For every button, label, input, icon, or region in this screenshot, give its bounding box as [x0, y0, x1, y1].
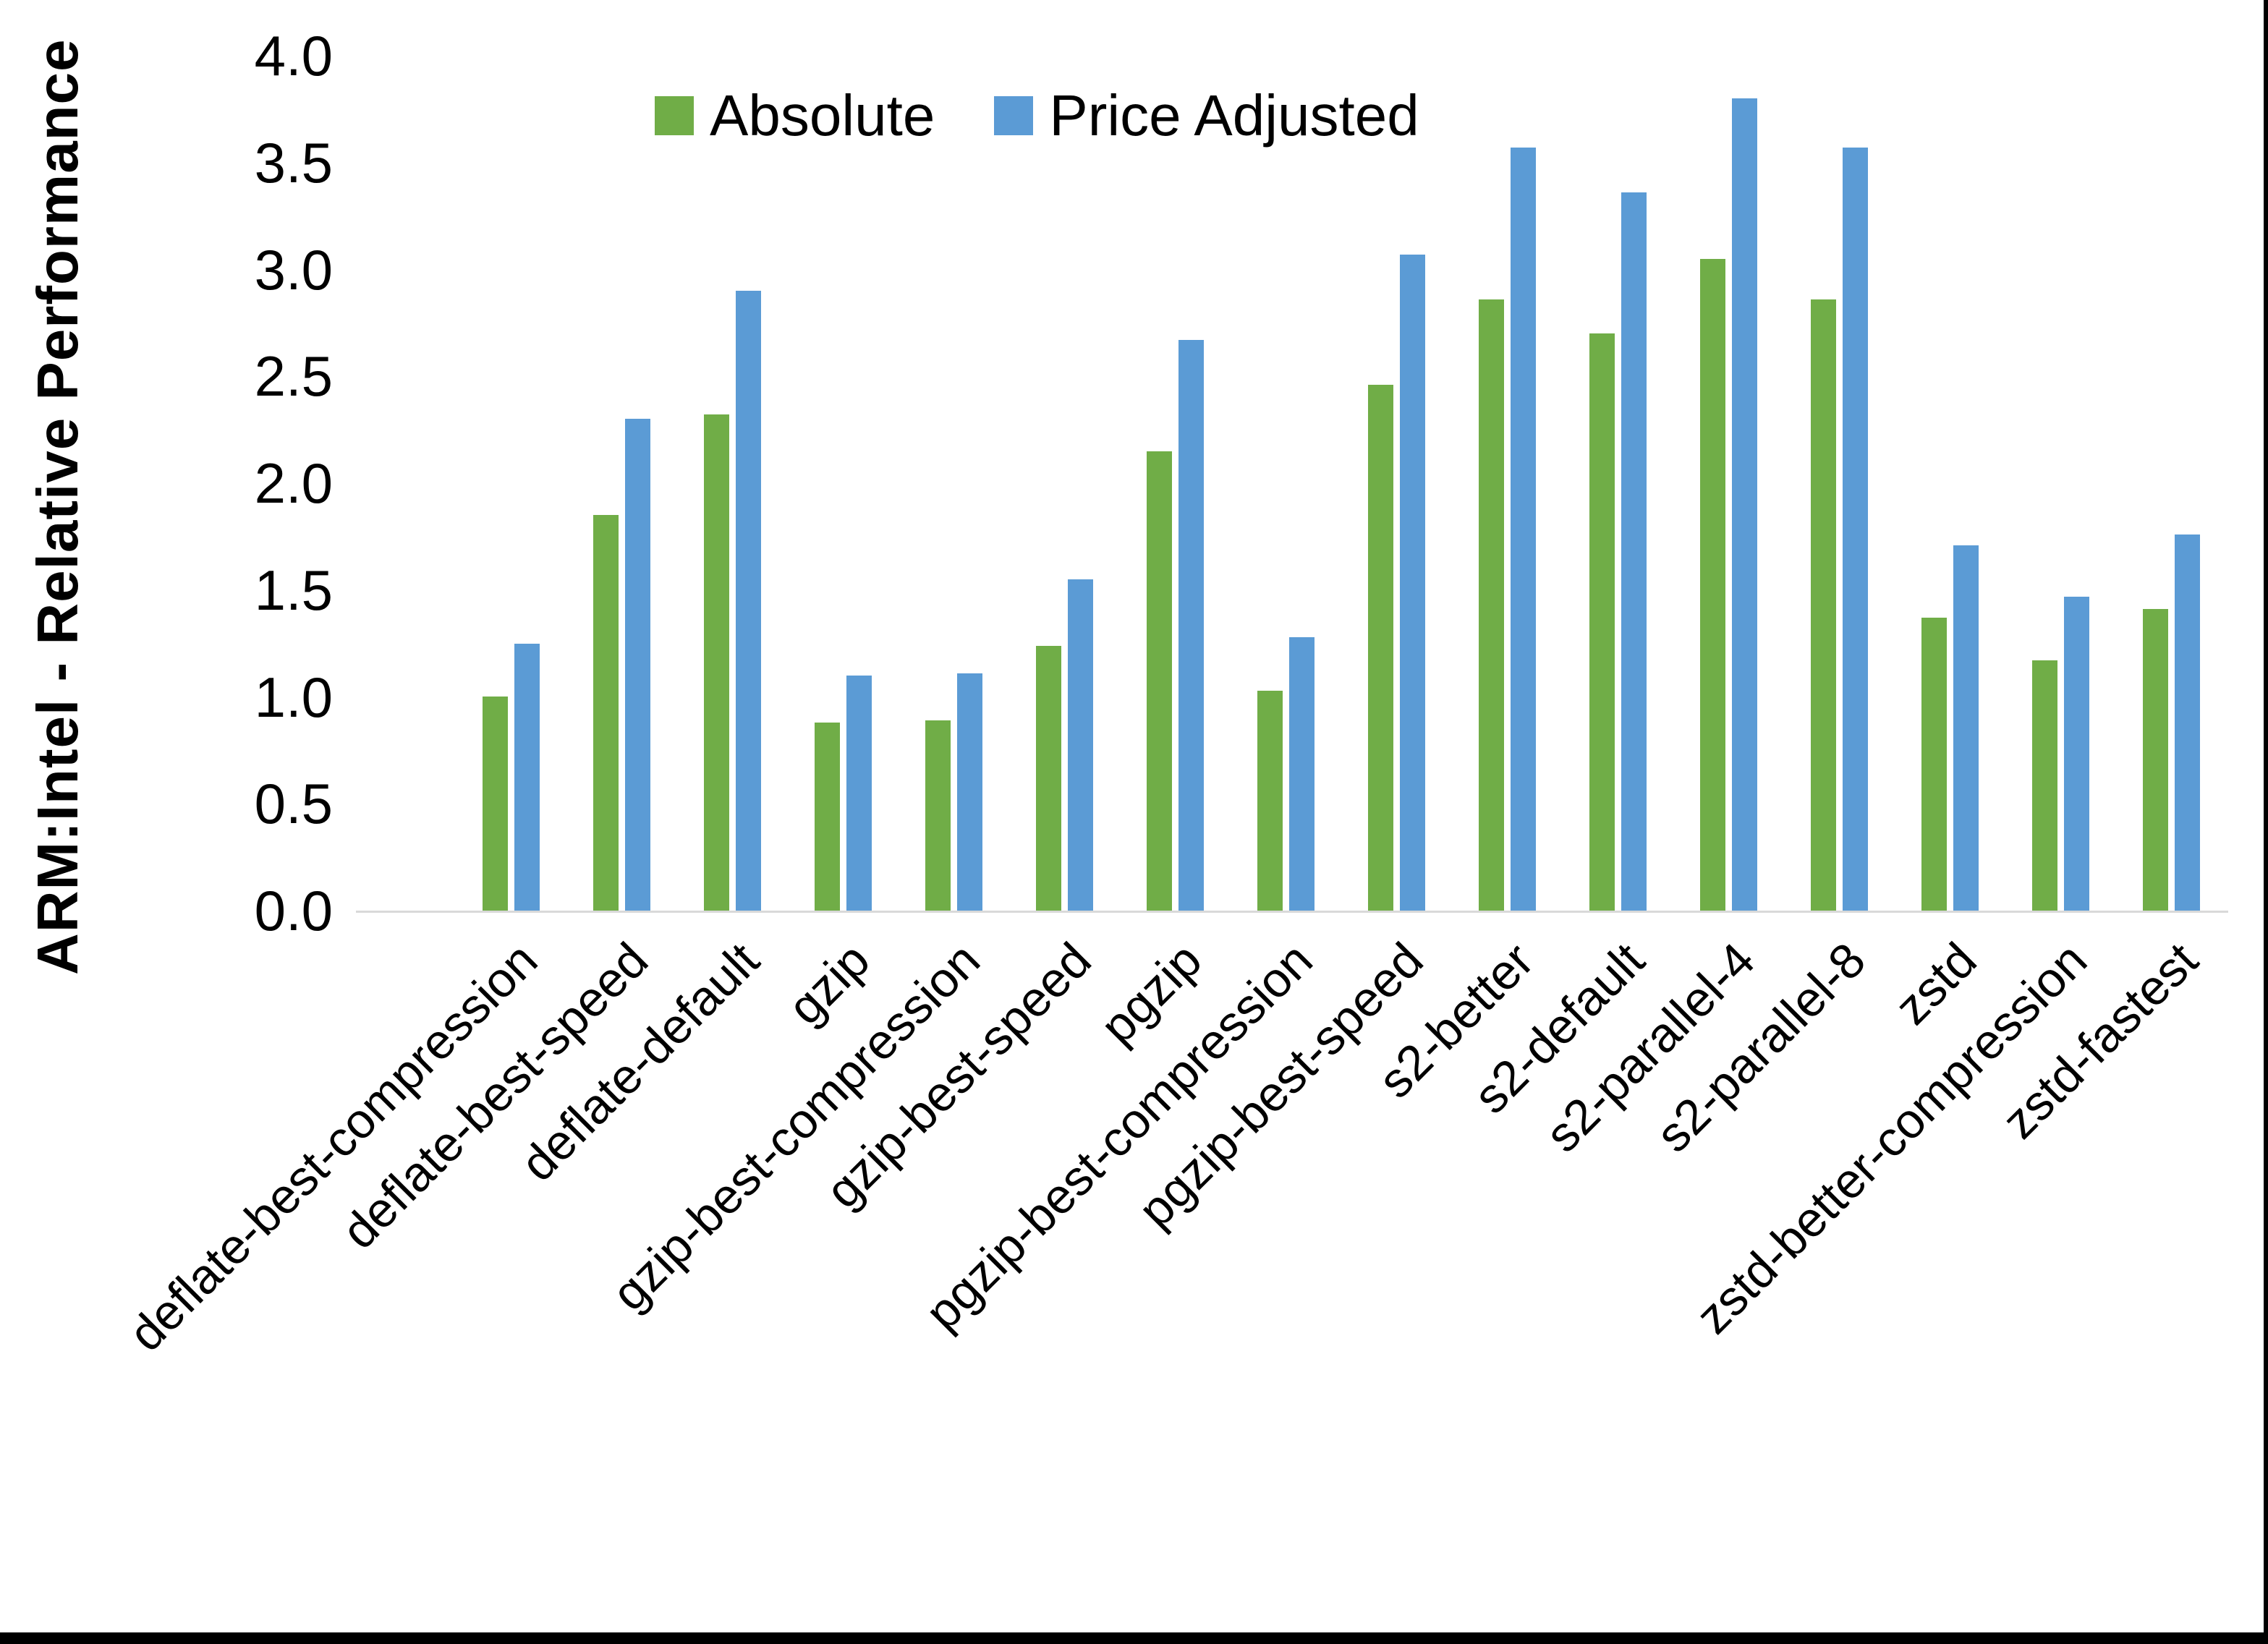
- x-axis-line: [356, 911, 2228, 913]
- y-tick-label: 3.5: [254, 130, 333, 195]
- bar-price-adjusted-s2-parallel-8: [1843, 148, 1868, 911]
- bar-group-s2-parallel-8: [1784, 56, 1895, 911]
- x-label-cell: s2-better: [1368, 913, 1563, 1491]
- legend-swatch-absolute: [655, 96, 694, 135]
- bar-absolute-deflate-best-speed: [593, 515, 619, 911]
- bar-absolute-pgzip-best-compression: [1257, 691, 1283, 911]
- legend-label-price-adjusted: Price Adjusted: [1049, 83, 1419, 148]
- bar-absolute-s2-better: [1479, 299, 1504, 911]
- bar-absolute-deflate-default: [704, 414, 729, 911]
- x-axis-label-gzip: gzip: [777, 932, 880, 1036]
- x-label-cell: pgzip-best-speed: [1128, 913, 1452, 1491]
- y-tick-label: 2.0: [254, 451, 333, 515]
- legend: Absolute Price Adjusted: [655, 87, 1419, 145]
- y-tick-label: 0.0: [254, 879, 333, 942]
- x-axis-label-zstd: zstd: [1884, 932, 1987, 1036]
- x-label-cell: s2-parallel-4: [1535, 913, 1784, 1491]
- y-axis-title: ARM:Intel - Relative Performance: [25, 38, 90, 975]
- bar-absolute-s2-parallel-4: [1700, 259, 1725, 911]
- bar-price-adjusted-s2-default: [1621, 192, 1647, 911]
- bar-price-adjusted-zstd: [1953, 545, 1979, 911]
- plot-area: 0.0 0.5 1.0 1.5 2.0 2.5 3.0 3.5 4.0: [255, 27, 2228, 939]
- y-tick-label: 2.5: [254, 344, 333, 409]
- bars-region: [356, 56, 2228, 911]
- bar-price-adjusted-gzip-best-speed: [1068, 579, 1093, 911]
- bar-absolute-gzip-best-compression: [925, 720, 951, 911]
- x-label-cell: pgzip-best-compression: [914, 913, 1341, 1491]
- bar-absolute-pgzip: [1147, 451, 1172, 911]
- legend-swatch-price-adjusted: [994, 96, 1034, 135]
- bar-group-pgzip: [1120, 56, 1231, 911]
- bar-price-adjusted-deflate-best-compression: [514, 644, 540, 911]
- y-tick-label: 1.0: [254, 665, 333, 729]
- x-label-cell: gzip-best-compression: [602, 913, 1009, 1491]
- x-label-cell: deflate-best-compression: [119, 913, 566, 1491]
- y-tick-label: 1.5: [254, 558, 333, 622]
- bar-group-zstd-fastest: [2116, 56, 2227, 911]
- bar-group-zstd: [1895, 56, 2005, 911]
- bar-group-gzip-best-speed: [1009, 56, 1120, 911]
- bar-absolute-pgzip-best-speed: [1368, 385, 1393, 911]
- bar-price-adjusted-gzip-best-compression: [957, 673, 982, 911]
- x-label-cell: zstd-fastest: [1992, 913, 2227, 1491]
- bar-price-adjusted-pgzip-best-compression: [1289, 637, 1314, 911]
- bar-price-adjusted-gzip: [846, 676, 872, 911]
- bar-absolute-deflate-best-compression: [483, 697, 508, 911]
- bar-absolute-s2-default: [1589, 333, 1615, 911]
- bar-group-gzip-best-compression: [899, 56, 1009, 911]
- bar-group-s2-better: [1452, 56, 1563, 911]
- legend-label-absolute: Absolute: [710, 83, 935, 148]
- bar-price-adjusted-pgzip: [1178, 340, 1204, 911]
- bar-price-adjusted-deflate-default: [736, 291, 761, 911]
- bar-group-s2-parallel-4: [1673, 56, 1784, 911]
- y-tick-label: 0.5: [254, 772, 333, 836]
- bar-absolute-s2-parallel-8: [1811, 299, 1836, 911]
- bar-price-adjusted-zstd-fastest: [2175, 534, 2200, 911]
- bar-group-s2-default: [1563, 56, 1673, 911]
- bar-group-deflate-best-speed: [566, 56, 677, 911]
- x-label-cell: s2-default: [1464, 913, 1673, 1491]
- y-tick-label: 3.0: [254, 237, 333, 302]
- x-label-cell: deflate-best-speed: [331, 913, 677, 1491]
- bar-absolute-gzip-best-speed: [1036, 646, 1061, 911]
- bar-group-pgzip-best-compression: [1231, 56, 1341, 911]
- bar-price-adjusted-pgzip-best-speed: [1400, 255, 1425, 911]
- bar-price-adjusted-s2-parallel-4: [1732, 98, 1757, 911]
- x-label-cell: zstd: [1884, 913, 2005, 1491]
- bar-absolute-zstd: [1921, 618, 1947, 911]
- y-tick-label: 4.0: [254, 24, 333, 88]
- bar-price-adjusted-s2-better: [1511, 148, 1536, 911]
- bar-group-deflate-default: [677, 56, 788, 911]
- bar-group-pgzip-best-speed: [1341, 56, 1452, 911]
- bar-absolute-zstd-better-compression: [2032, 660, 2057, 911]
- bar-group-gzip: [788, 56, 899, 911]
- bar-price-adjusted-deflate-best-speed: [625, 419, 650, 911]
- bar-absolute-gzip: [815, 723, 840, 911]
- x-axis-labels: deflate-best-compression deflate-best-spe…: [119, 913, 2228, 1491]
- bar-price-adjusted-zstd-better-compression: [2064, 597, 2089, 911]
- bar-absolute-zstd-fastest: [2143, 609, 2168, 911]
- x-label-cell: zstd-better-compression: [1686, 913, 2116, 1491]
- bar-group-zstd-better-compression: [2005, 56, 2116, 911]
- bar-group-deflate-best-compression: [456, 56, 566, 911]
